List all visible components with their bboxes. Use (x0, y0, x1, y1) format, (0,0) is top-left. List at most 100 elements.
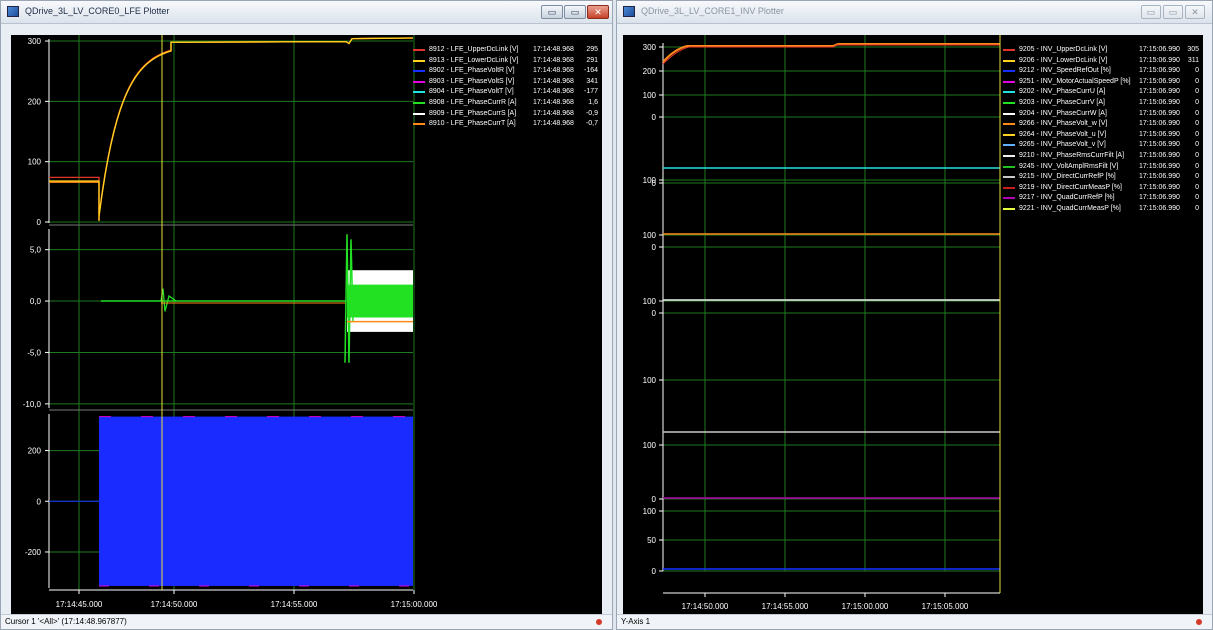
legend-timestamp: 17:15:06.990 (1139, 67, 1180, 75)
legend-signal-name: 9245 - INV_VoltAmplRmsFilt [V] (1019, 162, 1119, 170)
legend-value: -0,9 (585, 109, 598, 117)
legend-color-swatch (1003, 186, 1015, 189)
signal-plot[interactable]: 300 200 100 0 5,0 0,0 -5,0 -10,0 200 0 -200 17:14:4… (11, 35, 602, 615)
legend-row[interactable]: 9217 - INV_QuadCurrRefP [%] 17:15:06.990 0 (1003, 193, 1203, 204)
plotter-app-icon (7, 6, 19, 17)
legend-color-swatch (413, 59, 425, 62)
y-axis-tick-label: 0 (652, 495, 657, 504)
legend-signal-name: 8913 - LFE_LowerDcLink [V] (429, 56, 519, 64)
legend-signal-name: 9202 - INV_PhaseCurrU [A] (1019, 88, 1106, 96)
y-axis-tick-label: 200 (28, 447, 42, 456)
legend-timestamp: 17:14:48.968 (533, 120, 574, 128)
legend-row[interactable]: 9202 - INV_PhaseCurrU [A] 17:15:06.990 0 (1003, 87, 1203, 98)
legend-row[interactable]: 9212 - INV_SpeedRefOut [%] 17:15:06.990 0 (1003, 66, 1203, 77)
y-axis-tick-label: -200 (25, 548, 42, 557)
legend-row[interactable]: 8912 - LFE_UpperDcLink [V] 17:14:48.968 29… (413, 45, 602, 56)
maximize-button[interactable]: ▭ (564, 5, 586, 19)
legend-color-swatch (1003, 101, 1015, 104)
legend-row[interactable]: 8910 - LFE_PhaseCurrT [A] 17:14:48.968 -0,… (413, 119, 602, 130)
legend-color-swatch (1003, 91, 1015, 94)
legend-timestamp: 17:15:06.990 (1139, 204, 1180, 212)
legend-value: 0 (1195, 130, 1199, 138)
legend-row[interactable]: 9205 - INV_UpperDcLink [V] 17:15:06.990 30… (1003, 45, 1203, 56)
legend-signal-name: 8908 - LFE_PhaseCurrR [A] (429, 98, 517, 106)
legend-row[interactable]: 9203 - INV_PhaseCurrV [A] 17:15:06.990 0 (1003, 98, 1203, 109)
maximize-button[interactable]: ▭ (1163, 5, 1183, 19)
minimize-button[interactable]: ▭ (541, 5, 563, 19)
legend-timestamp: 17:15:06.990 (1139, 46, 1180, 53)
legend-value: 0 (1195, 77, 1199, 85)
y-axis-tick-label: -10,0 (23, 400, 42, 409)
legend-row[interactable]: 8913 - LFE_LowerDcLink [V] 17:14:48.968 29… (413, 56, 602, 67)
y-axis-tick-label: 0 (37, 497, 42, 506)
legend-timestamp: 17:15:06.990 (1139, 130, 1180, 138)
legend-color-swatch (413, 112, 425, 115)
legend-signal-name: 9217 - INV_QuadCurrRefP [%] (1019, 194, 1115, 202)
close-button[interactable]: ✕ (1185, 5, 1205, 19)
signal-legend: 8912 - LFE_UpperDcLink [V] 17:14:48.968 29… (413, 45, 602, 130)
legend-color-swatch (1003, 154, 1015, 157)
phase-current-r-band (347, 284, 413, 318)
legend-value: 1,6 (588, 98, 598, 106)
status-bar: Cursor 1 '<All>' (17:14:48.967877) (1, 614, 612, 629)
x-axis-tick-label: 17:14:50.000 (682, 602, 729, 611)
legend-row[interactable]: 9204 - INV_PhaseCurrW [A] 17:15:06.990 0 (1003, 109, 1203, 120)
legend-row[interactable]: 8902 - LFE_PhaseVoltR [V] 17:14:48.968 -16… (413, 66, 602, 77)
legend-row[interactable]: 9219 - INV_DirectCurrMeasP [%] 17:15:06.9… (1003, 183, 1203, 194)
legend-row[interactable]: 8903 - LFE_PhaseVoltS [V] 17:14:48.968 341 (413, 77, 602, 88)
title-bar[interactable]: QDrive_3L_LV_CORE1_INV Plotter ▭ ▭ ✕ (617, 1, 1212, 24)
legend-row[interactable]: 9251 - INV_MotorActualSpeedP [%] 17:15:06… (1003, 77, 1203, 88)
plot-area[interactable]: 300 200 100 0 100 0 100 0 100 0 100 100 0 100 50 0 17:14… (623, 35, 1203, 615)
legend-timestamp: 17:15:06.990 (1139, 141, 1180, 149)
legend-color-swatch (413, 123, 425, 126)
legend-row[interactable]: 8904 - LFE_PhaseVoltT [V] 17:14:48.968 -17… (413, 87, 602, 98)
legend-value: -0,7 (585, 120, 598, 128)
legend-signal-name: 9266 - INV_PhaseVolt_w [V] (1019, 120, 1108, 128)
legend-signal-name: 8912 - LFE_UpperDcLink [V] (429, 46, 519, 53)
legend-signal-name: 9212 - INV_SpeedRefOut [%] (1019, 67, 1111, 75)
legend-color-swatch (1003, 112, 1015, 115)
y-axis-tick-label: 300 (28, 37, 42, 46)
lfe-plotter-window: QDrive_3L_LV_CORE0_LFE Plotter ▭ ▭ ✕ 300… (0, 0, 613, 630)
signal-plot[interactable]: 3002001000100010001000100100010050017:14… (623, 35, 1203, 615)
phase-volt-pwm-band (99, 416, 413, 586)
legend-signal-name: 9215 - INV_DirectCurrRefP [%] (1019, 173, 1116, 181)
legend-row[interactable]: 9265 - INV_PhaseVolt_v [V] 17:15:06.990 0 (1003, 140, 1203, 151)
x-axis-tick-label: 17:14:50.000 (151, 600, 198, 609)
legend-value: -177 (583, 88, 598, 96)
legend-signal-name: 9251 - INV_MotorActualSpeedP [%] (1019, 77, 1131, 85)
close-button[interactable]: ✕ (587, 5, 609, 19)
x-axis-tick-label: 17:15:00.000 (391, 600, 438, 609)
legend-color-swatch (413, 49, 425, 51)
legend-value: -164 (583, 67, 598, 75)
title-bar[interactable]: QDrive_3L_LV_CORE0_LFE Plotter ▭ ▭ ✕ (1, 1, 612, 24)
y-axis-tick-label: 5,0 (30, 246, 42, 255)
legend-row[interactable]: 9206 - INV_LowerDcLink [V] 17:15:06.990 31… (1003, 56, 1203, 67)
legend-row[interactable]: 9210 - INV_PhaseRmsCurrFilt [A] 17:15:06.… (1003, 151, 1203, 162)
legend-timestamp: 17:15:06.990 (1139, 173, 1180, 181)
legend-row[interactable]: 9215 - INV_DirectCurrRefP [%] 17:15:06.99… (1003, 172, 1203, 183)
status-bar: Y-Axis 1 (617, 614, 1212, 629)
dc-link-trace (662, 43, 1000, 63)
signal-legend: 9205 - INV_UpperDcLink [V] 17:15:06.990 30… (1003, 45, 1203, 215)
legend-row[interactable]: 8909 - LFE_PhaseCurrS [A] 17:14:48.968 -0,… (413, 109, 602, 120)
legend-color-swatch (1003, 197, 1015, 200)
legend-row[interactable]: 9264 - INV_PhaseVolt_u [V] 17:15:06.990 0 (1003, 130, 1203, 141)
minimize-button[interactable]: ▭ (1141, 5, 1161, 19)
plotter-app-icon (623, 6, 635, 17)
y-axis-tick-label: 100 (643, 507, 657, 516)
legend-signal-name: 8902 - LFE_PhaseVoltR [V] (429, 67, 515, 75)
plot-area[interactable]: 300 200 100 0 5,0 0,0 -5,0 -10,0 200 0 -200 17:14:4… (11, 35, 602, 615)
legend-timestamp: 17:15:06.990 (1139, 77, 1180, 85)
legend-color-swatch (1003, 80, 1015, 83)
legend-row[interactable]: 9221 - INV_QuadCurrMeasP [%] 17:15:06.990… (1003, 204, 1203, 215)
lower-dc-link-trace-alt (49, 37, 414, 221)
legend-value: 0 (1195, 98, 1199, 106)
legend-timestamp: 17:14:48.968 (533, 67, 574, 75)
legend-row[interactable]: 9266 - INV_PhaseVolt_w [V] 17:15:06.990 0 (1003, 119, 1203, 130)
legend-signal-name: 9219 - INV_DirectCurrMeasP [%] (1019, 183, 1122, 191)
y-axis-tick-label: -5,0 (27, 348, 41, 357)
legend-row[interactable]: 9245 - INV_VoltAmplRmsFilt [V] 17:15:06.9… (1003, 162, 1203, 173)
legend-color-swatch (1003, 207, 1015, 210)
legend-row[interactable]: 8908 - LFE_PhaseCurrR [A] 17:14:48.968 1,6 (413, 98, 602, 109)
